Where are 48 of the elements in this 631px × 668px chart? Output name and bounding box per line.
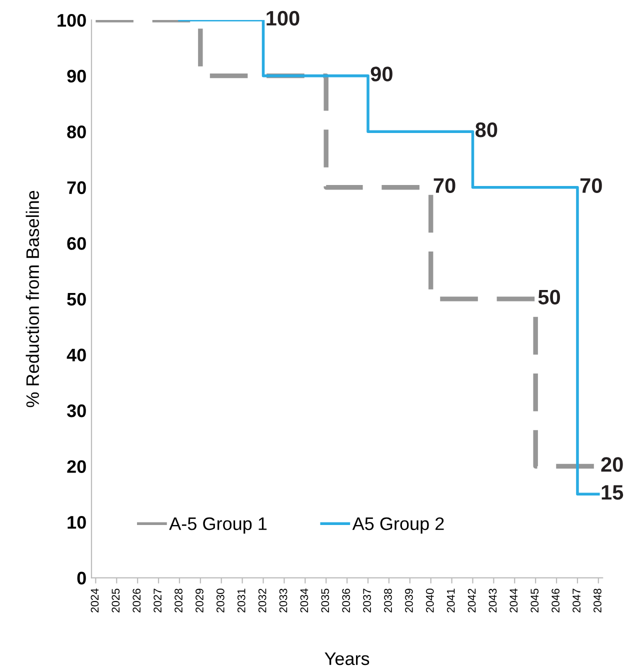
x-tick-label: 2027: [154, 588, 162, 612]
x-tick-label: 2030: [216, 588, 224, 612]
y-tick-label: 20: [67, 460, 86, 473]
x-tick-label: 2034: [300, 588, 308, 612]
y-tick-label: 0: [77, 572, 86, 585]
y-axis-title: % Reduction from Baseline: [26, 190, 40, 408]
y-tick-label: 50: [67, 292, 86, 306]
x-tick-label: 2045: [530, 588, 539, 612]
y-tick-label: 70: [67, 181, 86, 194]
x-tick-label: 2043: [488, 588, 497, 612]
legend-label: A5 Group 2: [352, 517, 444, 534]
data-label: 90: [370, 66, 392, 82]
data-label: 20: [601, 457, 623, 472]
x-tick-label: 2032: [258, 588, 266, 612]
y-tick-label: 90: [67, 70, 86, 83]
x-tick-label: 2048: [594, 588, 602, 612]
y-tick-label: 40: [66, 348, 86, 362]
x-axis-title: Years: [324, 652, 370, 666]
x-tick-label: 2028: [174, 588, 182, 612]
x-tick-label: 2046: [552, 588, 560, 612]
legend-label: A-5 Group 1: [169, 517, 267, 534]
x-tick-label: 2031: [237, 588, 246, 612]
x-tick-label: 2038: [384, 588, 392, 612]
x-tick-label: 2025: [112, 588, 120, 612]
x-tick-label: 2039: [405, 588, 413, 612]
x-tick-label: 2041: [446, 588, 455, 612]
y-tick-label: 60: [67, 237, 86, 250]
y-tick-label: 30: [66, 404, 86, 418]
data-label: 70: [434, 178, 456, 193]
x-tick-label: 2044: [510, 588, 518, 612]
x-tick-label: 2033: [279, 588, 288, 612]
data-label: 100: [266, 10, 300, 26]
x-tick-label: 2042: [468, 588, 476, 612]
x-tick-label: 2047: [572, 588, 580, 612]
x-tick-label: 2040: [426, 588, 434, 612]
y-tick-label: 10: [68, 516, 86, 529]
data-label: 15: [602, 485, 624, 500]
y-tick-label: 100: [58, 14, 86, 27]
data-label: 70: [580, 178, 602, 193]
x-tick-label: 2026: [132, 588, 141, 612]
x-tick-label: 2035: [321, 588, 330, 612]
x-tick-label: 2029: [196, 588, 204, 612]
data-label: 80: [475, 122, 498, 138]
x-tick-label: 2024: [90, 588, 99, 612]
x-tick-label: 2036: [342, 588, 350, 612]
x-tick-label: 2037: [363, 588, 371, 612]
y-tick-label: 80: [67, 126, 86, 138]
data-label: 50: [538, 290, 560, 305]
